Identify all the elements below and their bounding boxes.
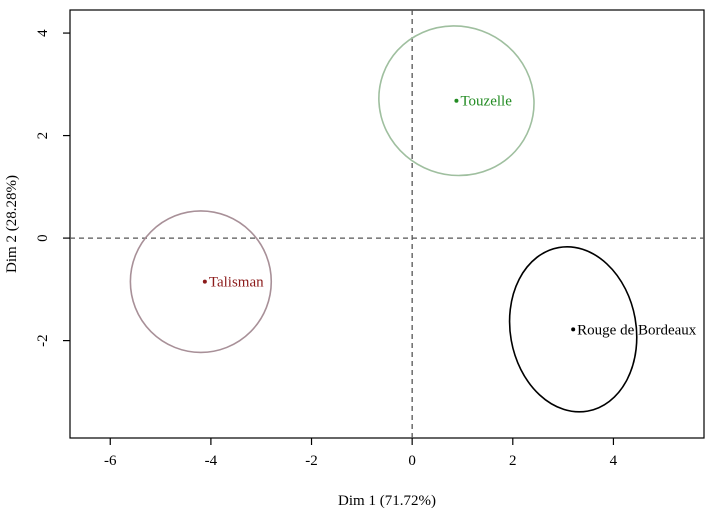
x-tick-label: 2 <box>509 453 517 469</box>
confidence-ellipse <box>378 25 535 177</box>
x-tick-label: 0 <box>408 453 416 469</box>
x-tick-label: -4 <box>205 453 218 469</box>
x-tick-label: -6 <box>104 453 117 469</box>
data-point <box>571 327 576 332</box>
y-tick-label: -2 <box>35 334 51 347</box>
x-axis-title: Dim 1 (71.72%) <box>338 493 436 509</box>
point-label: Touzelle <box>460 94 512 110</box>
y-tick-label: 0 <box>35 234 51 242</box>
data-point <box>202 279 207 284</box>
confidence-ellipse <box>129 210 273 354</box>
y-axis-title: Dim 2 (28.28%) <box>4 175 20 273</box>
y-axis-ticks: -2 0 2 4 <box>35 29 70 347</box>
plot-frame <box>69 9 705 439</box>
confidence-ellipses <box>129 25 638 413</box>
reference-lines <box>70 10 704 438</box>
data-point <box>454 98 459 103</box>
data-points: Touzelle Talisman Rouge de Bordeaux <box>202 94 697 338</box>
confidence-ellipse <box>508 246 638 413</box>
y-tick-label: 4 <box>35 29 51 37</box>
point-label: Rouge de Bordeaux <box>577 322 697 338</box>
x-tick-label: -2 <box>305 453 318 469</box>
y-tick-label: 2 <box>35 132 51 140</box>
x-axis-ticks: -6 -4 -2 0 2 4 <box>104 438 618 469</box>
point-label: Talisman <box>209 275 264 291</box>
x-tick-label: 4 <box>610 453 618 469</box>
